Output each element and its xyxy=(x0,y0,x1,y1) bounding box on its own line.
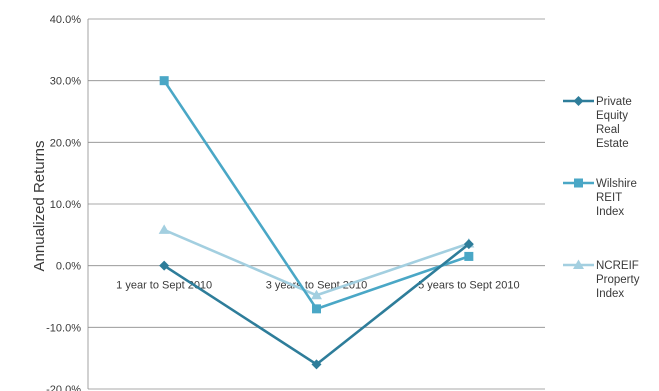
legend: Private Equity Real Estate Wilshire REIT Index… xyxy=(563,96,640,300)
y-tick-label: -20.0% xyxy=(46,384,81,391)
legend-label: Private xyxy=(596,96,632,108)
data-point-square xyxy=(464,251,474,261)
data-point-diamond xyxy=(311,359,322,370)
x-tick-label: 5 years to Sept 2010 xyxy=(418,280,520,292)
x-tick-label: 3 years to Sept 2010 xyxy=(266,280,368,292)
legend-label: Real xyxy=(596,124,620,136)
data-point-triangle xyxy=(158,224,170,234)
data-point-square xyxy=(312,304,321,314)
data-point-square xyxy=(574,178,583,188)
x-axis-labels: 1 year to Sept 2010 3 years to Sept 2010 5… xyxy=(116,280,519,292)
data-point-diamond xyxy=(159,260,170,271)
data-point-triangle xyxy=(311,289,322,300)
y-tick-label: 40.0% xyxy=(50,14,81,26)
y-axis-label: Annualized Returns xyxy=(31,141,48,272)
legend-label: Index xyxy=(596,206,624,218)
legend-label: REIT xyxy=(596,192,622,204)
data-point-square xyxy=(159,76,169,86)
legend-label: Index xyxy=(596,288,624,300)
series-square xyxy=(159,76,474,314)
legend-label: Property xyxy=(596,274,640,286)
legend-item: NCREIF Property Index xyxy=(563,259,640,300)
y-tick-label: -10.0% xyxy=(46,322,81,334)
data-point-diamond xyxy=(463,239,474,250)
legend-item: Wilshire REIT Index xyxy=(563,178,637,218)
series-line xyxy=(163,243,470,366)
legend-label: Wilshire xyxy=(596,178,637,190)
data-series xyxy=(158,76,475,370)
data-point-triangle xyxy=(573,259,584,269)
series-line xyxy=(163,79,470,311)
y-tick-label: 30.0% xyxy=(50,76,81,88)
x-tick-label: 1 year to Sept 2010 xyxy=(116,280,212,292)
series-diamond xyxy=(159,239,474,370)
y-tick-label: 20.0% xyxy=(50,137,81,149)
legend-label: NCREIF xyxy=(596,260,639,272)
y-axis-ticks: 40.0% 30.0% 20.0% 10.0% 0.0% -10.0% -20.0% xyxy=(46,14,81,391)
legend-label: Estate xyxy=(596,138,629,150)
grid-lines xyxy=(87,18,545,390)
data-point-diamond xyxy=(573,96,584,106)
y-tick-label: 10.0% xyxy=(50,199,81,211)
legend-label: Equity xyxy=(596,110,628,122)
y-tick-label: 0.0% xyxy=(56,261,81,273)
legend-item: Private Equity Real Estate xyxy=(563,96,632,150)
